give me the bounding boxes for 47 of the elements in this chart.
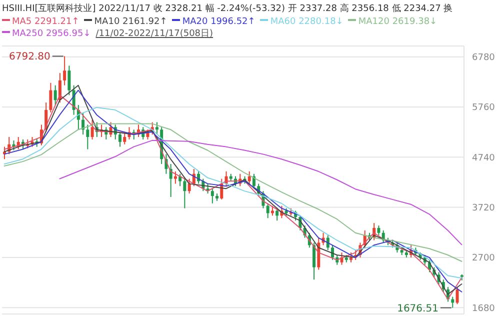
legend-label: MA60 [270, 17, 296, 27]
candlestick [210, 188, 214, 204]
text: /11/02-2022/11/17(508日) [96, 29, 214, 39]
candlestick [183, 178, 186, 209]
candlestick [118, 132, 122, 148]
candlestick [155, 122, 158, 136]
candlestick [123, 132, 126, 145]
candlestick [276, 208, 279, 222]
text: 2280.18↓ [298, 17, 344, 27]
candlestick [86, 124, 90, 150]
candlestick [350, 252, 352, 263]
line-series [4, 106, 462, 279]
legend-label: MA250 [12, 29, 44, 39]
legend-label: MA20 [182, 17, 208, 27]
text: 1996.52↑ [210, 17, 256, 27]
annotation: 1676.51 [397, 303, 438, 314]
candlestick [174, 170, 177, 184]
candlestick [68, 65, 71, 96]
y-tick-label: 3720 [472, 203, 496, 214]
legend-label: MA5 [12, 17, 32, 27]
line-series [59, 140, 462, 246]
y-tick-label: 5760 [472, 103, 496, 114]
y-tick-label: 1680 [472, 304, 496, 314]
chart-title: HSIII.HI[互联网科技业] 2022/11/17 收 2328.21 幅 -2.24%(-53.32) 开 2337.28 高 2356.18 低 2234.27 换 [1, 2, 454, 16]
y-tick-label: 6780 [472, 53, 496, 64]
text: 2291.21↑ [34, 17, 80, 27]
candlestick [54, 84, 57, 106]
candlestick [456, 286, 459, 305]
candlestick [270, 205, 274, 216]
text: 2956.95↓ [46, 29, 91, 39]
candlestick [188, 178, 191, 194]
y-tick-label: 4740 [472, 153, 496, 164]
annotation: 6792.80 [9, 52, 50, 63]
candlestick [90, 119, 94, 140]
legend-label: MA10 [94, 17, 120, 27]
candlestick [266, 202, 270, 219]
candlestick [63, 56, 66, 86]
legend-label: MA120 [358, 17, 390, 27]
text: 2161.92↑ [122, 17, 168, 27]
candlestick [312, 242, 316, 280]
candlestick [248, 170, 251, 184]
candlestick [451, 296, 454, 308]
line-series [4, 123, 462, 262]
candlestick [377, 224, 380, 236]
y-tick-label: 2700 [472, 254, 496, 264]
text: 2619.38↓ [392, 17, 438, 27]
candlestick [49, 82, 52, 113]
